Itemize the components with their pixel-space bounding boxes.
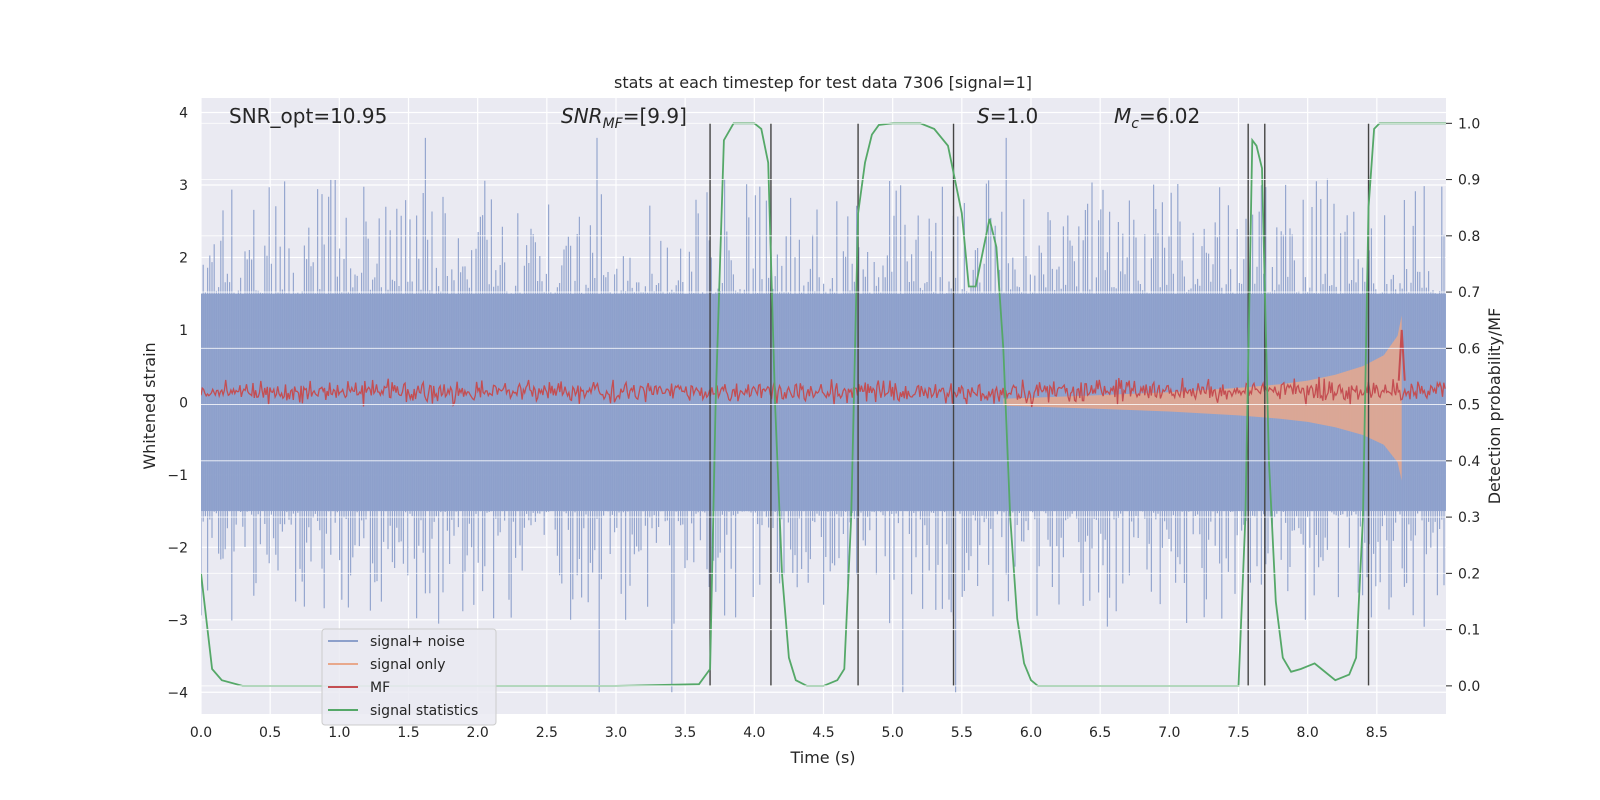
y2-tick-label: 0.0 <box>1458 679 1480 695</box>
x-tick-label: 1.5 <box>397 725 419 741</box>
x-tick-label: 6.0 <box>1020 725 1042 741</box>
x-tick-label: 0.5 <box>259 725 281 741</box>
legend-label-signal-statistics: signal statistics <box>370 703 478 719</box>
y2-tick-label: 0.3 <box>1458 510 1480 526</box>
y2-axis-label: Detection probability/MF <box>1485 308 1504 505</box>
y-tick-label: 2 <box>179 250 188 266</box>
x-tick-label: 3.0 <box>605 725 627 741</box>
mf-peak <box>1397 329 1406 381</box>
y-tick-label: 0 <box>179 395 188 411</box>
series-mf <box>201 329 1446 408</box>
annotation-s-value: S=1.0 <box>977 104 1038 128</box>
x-tick-label: 5.0 <box>882 725 904 741</box>
annotation-mc-value: =6.02 <box>1139 104 1200 128</box>
y-axis-label: Whitened strain <box>140 342 159 469</box>
y2-tick-label: 1.0 <box>1458 116 1480 132</box>
x-tick-label: 8.5 <box>1366 725 1388 741</box>
signal-statistics-line <box>201 122 1446 687</box>
y2-tick-label: 0.9 <box>1458 173 1480 189</box>
x-tick-label: 2.5 <box>536 725 558 741</box>
annotation-snr-opt: SNR_opt=10.95 <box>229 104 387 128</box>
y-tick-label: 4 <box>179 105 188 121</box>
y2-tick-label: 0.6 <box>1458 341 1480 357</box>
y-tick-label: 1 <box>179 323 188 339</box>
y2-tick-label: 0.4 <box>1458 454 1480 470</box>
x-axis-ticks: 0.0 0.5 1.0 1.5 2.0 2.5 3.0 3.5 4.0 4.5 5.0 5.5 6.0 6… <box>190 725 1388 741</box>
annotation-snr-mf-value: =[9.9] <box>623 104 687 128</box>
y2-axis-ticks: 1.0 0.9 0.8 0.7 0.6 0.5 0.4 0.3 0.2 0.1 0.0 <box>1446 116 1480 695</box>
annotation-snr-mf-symbol: SNR <box>561 104 603 128</box>
x-tick-label: 7.0 <box>1158 725 1180 741</box>
x-axis-label: Time (s) <box>789 748 855 767</box>
annotation-snr-mf-subscript: MF <box>603 116 624 132</box>
x-tick-label: 8.0 <box>1297 725 1319 741</box>
series-signal-only <box>1003 315 1402 481</box>
legend-label-signal-noise: signal+ noise <box>370 634 465 650</box>
x-tick-label: 2.0 <box>467 725 489 741</box>
y2-tick-label: 0.1 <box>1458 623 1480 639</box>
y-tick-label: 3 <box>179 178 188 194</box>
y2-tick-label: 0.8 <box>1458 229 1480 245</box>
y2-tick-label: 0.2 <box>1458 566 1480 582</box>
legend-box <box>321 628 497 726</box>
x-tick-label: 6.5 <box>1089 725 1111 741</box>
x-tick-label: 3.5 <box>674 725 696 741</box>
x-tick-label: 4.0 <box>743 725 765 741</box>
annotation-snr-mf: SNRMF=[9.9] <box>561 104 687 132</box>
y-tick-label: −1 <box>167 468 188 484</box>
x-tick-label: 1.0 <box>328 725 350 741</box>
annotation-mc-symbol: M <box>1114 104 1131 128</box>
y-tick-label: −4 <box>167 685 188 701</box>
annotation-chirp-mass: Mc=6.02 <box>1114 104 1200 132</box>
x-tick-label: 0.0 <box>190 725 212 741</box>
y2-tick-label: 0.5 <box>1458 398 1480 414</box>
x-tick-label: 5.5 <box>951 725 973 741</box>
legend-label-signal-only: signal only <box>370 657 445 673</box>
series-signal-statistics <box>201 122 1446 687</box>
chart-title: stats at each timestep for test data 730… <box>614 73 1032 92</box>
y-tick-label: −2 <box>167 540 188 556</box>
y-tick-label: −3 <box>167 613 188 629</box>
x-tick-label: 7.5 <box>1227 725 1249 741</box>
legend-label-mf: MF <box>370 680 390 696</box>
annotation-mc-subscript: c <box>1131 116 1139 132</box>
y2-tick-label: 0.7 <box>1458 285 1480 301</box>
legend: signal+ noise signal only MF signal stat… <box>321 628 497 726</box>
annotation-s-number: =1.0 <box>990 104 1039 128</box>
y-axis-ticks: 4 3 2 1 0 −1 −2 −3 −4 <box>167 105 188 701</box>
annotation-s-symbol: S <box>977 104 990 128</box>
signal-only-envelope <box>1003 315 1402 481</box>
mf-line <box>201 376 1446 408</box>
x-tick-label: 4.5 <box>812 725 834 741</box>
